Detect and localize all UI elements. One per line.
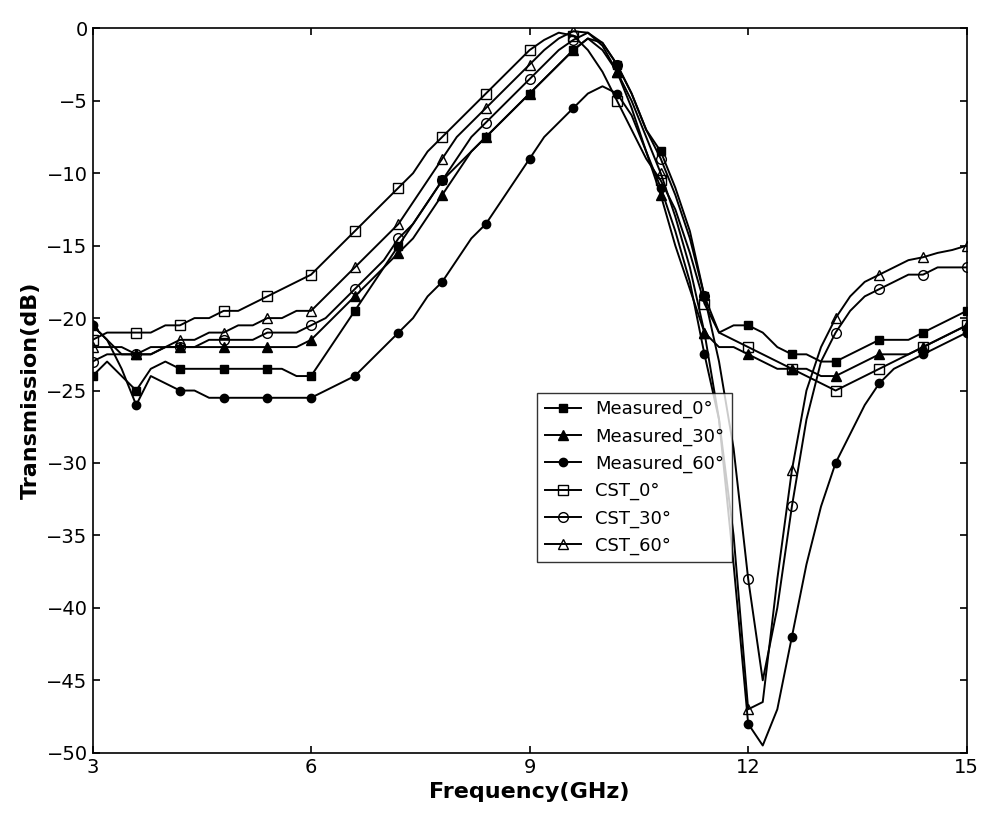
CST_0° — [261, 291, 273, 301]
CST_30° — [582, 28, 594, 38]
CST_60° — [87, 342, 99, 352]
Measured_30° — [815, 371, 827, 381]
Measured_30° — [261, 342, 273, 352]
Measured_0° — [567, 45, 579, 55]
CST_60° — [626, 95, 638, 105]
Measured_0° — [582, 34, 594, 44]
Measured_60° — [596, 81, 608, 91]
Measured_60° — [961, 328, 973, 337]
Measured_30° — [582, 34, 594, 44]
CST_30° — [961, 263, 973, 272]
Measured_60° — [873, 379, 885, 388]
CST_0° — [961, 320, 973, 330]
CST_30° — [757, 676, 769, 686]
CST_30° — [261, 328, 273, 337]
Measured_0° — [276, 364, 288, 374]
Line: Measured_30°: Measured_30° — [88, 34, 972, 381]
Line: Measured_0°: Measured_0° — [88, 35, 971, 395]
CST_60° — [567, 26, 579, 36]
CST_30° — [626, 89, 638, 99]
CST_60° — [290, 306, 302, 316]
CST_0° — [830, 386, 842, 396]
Measured_60° — [626, 110, 638, 120]
Measured_0° — [961, 306, 973, 316]
Measured_0° — [873, 335, 885, 345]
Measured_0° — [130, 386, 142, 396]
Measured_60° — [392, 328, 404, 337]
CST_60° — [261, 314, 273, 323]
Measured_60° — [290, 393, 302, 402]
CST_30° — [290, 328, 302, 337]
Measured_30° — [290, 342, 302, 352]
Measured_60° — [261, 393, 273, 402]
CST_0° — [567, 30, 579, 40]
CST_0° — [626, 125, 638, 135]
CST_0° — [553, 28, 565, 38]
Line: CST_30°: CST_30° — [88, 28, 972, 686]
CST_60° — [873, 270, 885, 280]
Measured_30° — [392, 248, 404, 258]
CST_0° — [87, 335, 99, 345]
Measured_30° — [553, 59, 565, 69]
Measured_30° — [626, 103, 638, 113]
CST_0° — [392, 183, 404, 193]
CST_60° — [392, 219, 404, 229]
CST_0° — [290, 277, 302, 287]
Line: CST_60°: CST_60° — [88, 26, 972, 714]
X-axis label: Frequency(GHz): Frequency(GHz) — [429, 782, 630, 802]
Measured_60° — [553, 118, 565, 128]
CST_60° — [553, 34, 565, 44]
Measured_30° — [961, 320, 973, 330]
CST_30° — [392, 234, 404, 244]
Measured_0° — [640, 125, 652, 135]
CST_30° — [873, 284, 885, 294]
Measured_60° — [757, 741, 769, 751]
Line: Measured_60°: Measured_60° — [88, 82, 971, 750]
Line: CST_0°: CST_0° — [88, 28, 972, 395]
CST_30° — [553, 45, 565, 55]
Measured_0° — [305, 371, 317, 381]
Measured_0° — [87, 371, 99, 381]
Measured_60° — [87, 320, 99, 330]
Y-axis label: Transmission(dB): Transmission(dB) — [21, 281, 41, 500]
Measured_30° — [87, 320, 99, 330]
Legend: Measured_0°, Measured_30°, Measured_60°, CST_0°, CST_30°, CST_60°: Measured_0°, Measured_30°, Measured_60°,… — [537, 393, 732, 562]
Measured_0° — [407, 219, 419, 229]
Measured_30° — [873, 350, 885, 360]
CST_60° — [742, 704, 754, 714]
CST_30° — [87, 356, 99, 366]
CST_60° — [961, 240, 973, 250]
CST_0° — [873, 364, 885, 374]
